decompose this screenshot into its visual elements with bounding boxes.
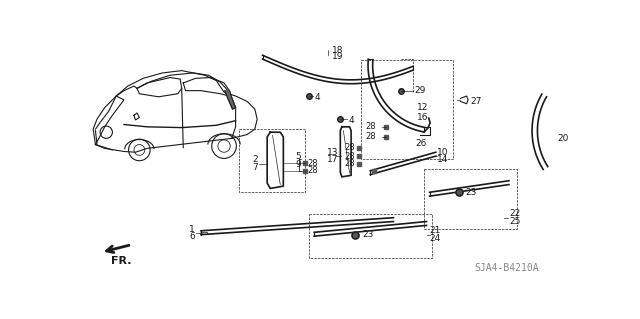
Text: 28: 28 — [365, 122, 376, 131]
Text: 17: 17 — [326, 155, 338, 164]
Text: 23: 23 — [465, 188, 476, 197]
Text: 4: 4 — [349, 116, 355, 125]
Text: FR.: FR. — [111, 256, 132, 266]
Text: 28: 28 — [307, 166, 318, 175]
Text: 26: 26 — [415, 138, 426, 147]
Text: SJA4-B4210A: SJA4-B4210A — [474, 263, 539, 273]
Text: 28: 28 — [307, 159, 318, 167]
Text: 18: 18 — [332, 46, 343, 55]
Text: 22: 22 — [509, 209, 520, 218]
Text: 29: 29 — [414, 86, 426, 95]
Text: 14: 14 — [437, 155, 449, 164]
Text: 20: 20 — [557, 134, 569, 143]
Text: 12: 12 — [417, 103, 428, 112]
Text: 9: 9 — [295, 160, 301, 169]
Text: 28: 28 — [344, 143, 355, 152]
Text: 13: 13 — [326, 148, 338, 157]
Text: 28: 28 — [344, 152, 355, 160]
Text: 16: 16 — [417, 113, 428, 122]
Text: 27: 27 — [470, 97, 482, 106]
Text: 5: 5 — [295, 152, 301, 161]
Text: 19: 19 — [332, 52, 343, 61]
Polygon shape — [225, 91, 236, 109]
Text: 6: 6 — [189, 233, 195, 241]
Text: 23: 23 — [363, 230, 374, 239]
Text: 2: 2 — [253, 155, 258, 164]
Text: 1: 1 — [189, 225, 195, 234]
Text: 28: 28 — [365, 132, 376, 141]
Text: 7: 7 — [253, 163, 259, 172]
Text: 25: 25 — [509, 217, 520, 226]
Text: 4: 4 — [314, 93, 320, 102]
Text: 10: 10 — [437, 148, 449, 157]
Text: 24: 24 — [429, 234, 441, 243]
Text: 21: 21 — [429, 226, 441, 235]
Text: 28: 28 — [344, 159, 355, 168]
